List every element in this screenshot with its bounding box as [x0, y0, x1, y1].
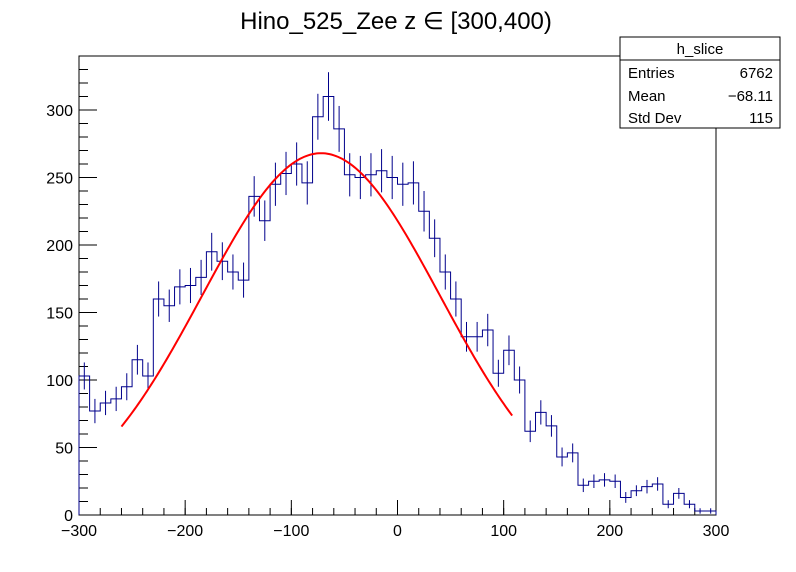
x-tick-label: 300	[703, 523, 730, 540]
y-tick-label: 150	[46, 306, 73, 323]
y-tick-label: 300	[46, 103, 73, 120]
x-tick-label: −100	[273, 523, 309, 540]
chart-title: Hino_525_Zee z ∈ [300,400)	[240, 8, 552, 35]
stats-mean-label: Mean	[628, 88, 666, 105]
stats-entries-label: Entries	[628, 65, 675, 82]
x-tick-label: −200	[167, 523, 203, 540]
x-axis: −300 −200 −100 0 100 200 300	[61, 500, 729, 540]
y-tick-label: 100	[46, 373, 73, 390]
stats-title: h_slice	[677, 41, 724, 58]
error-bars	[83, 72, 712, 514]
stats-box: h_slice Entries 6762 Mean −68.11 Std Dev…	[619, 36, 781, 129]
stats-stddev-value: 115	[749, 110, 773, 127]
x-tick-label: 200	[596, 523, 623, 540]
y-tick-label: 50	[55, 441, 73, 458]
x-tick-label: 100	[490, 523, 517, 540]
x-tick-label: −300	[61, 523, 97, 540]
fit-curve	[120, 152, 513, 428]
y-tick-label: 200	[46, 238, 73, 255]
x-tick-label: 0	[393, 523, 402, 540]
y-tick-label: 250	[46, 171, 73, 188]
y-axis: 0 50 100 150 200 250 300	[46, 103, 97, 525]
stats-box-frame	[619, 36, 781, 129]
y-tick-label: 0	[64, 508, 73, 525]
stats-stddev-label: Std Dev	[628, 110, 682, 127]
stats-entries-value: 6762	[740, 65, 773, 82]
stats-mean-value: −68.11	[728, 88, 773, 105]
